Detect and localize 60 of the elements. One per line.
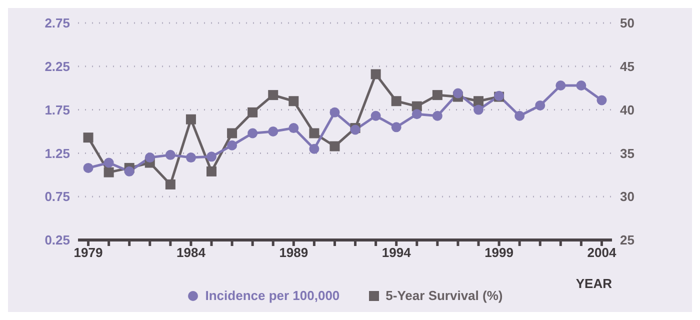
point bbox=[412, 109, 422, 120]
point bbox=[474, 96, 484, 106]
point bbox=[248, 107, 258, 118]
y2-tick-label: 40 bbox=[620, 102, 634, 118]
y2-tick-label: 30 bbox=[620, 189, 634, 204]
point bbox=[186, 152, 196, 163]
point bbox=[186, 114, 196, 124]
point bbox=[391, 122, 402, 132]
y-tick-label: 0.25 bbox=[44, 232, 70, 248]
y-tick-label: 1.75 bbox=[44, 102, 70, 118]
x-tick-label: 1984 bbox=[176, 245, 206, 260]
legend-label: Incidence per 100,000 bbox=[204, 288, 340, 303]
point bbox=[474, 104, 484, 115]
y2-tick-label: 50 bbox=[620, 16, 634, 31]
x-axis-title: YEAR bbox=[576, 276, 613, 291]
point bbox=[330, 107, 340, 118]
point bbox=[514, 110, 525, 121]
point bbox=[556, 80, 566, 90]
point bbox=[206, 152, 216, 162]
y-tick-label: 0.75 bbox=[44, 189, 70, 204]
point bbox=[165, 179, 176, 190]
point bbox=[432, 90, 442, 100]
point bbox=[288, 123, 299, 134]
point bbox=[104, 158, 114, 168]
legend-label: 5-Year Survival (%) bbox=[384, 288, 503, 303]
point bbox=[104, 167, 114, 178]
point bbox=[227, 128, 238, 138]
y-tick-label: 2.25 bbox=[44, 59, 70, 74]
point bbox=[165, 150, 176, 160]
point bbox=[596, 95, 607, 106]
point bbox=[370, 69, 381, 80]
x-tick-label: 1989 bbox=[279, 245, 308, 260]
y2-tick-label: 35 bbox=[620, 146, 634, 161]
point bbox=[288, 96, 299, 106]
point bbox=[535, 100, 546, 110]
point bbox=[83, 162, 94, 173]
point bbox=[144, 152, 155, 163]
point bbox=[268, 126, 278, 136]
x-tick-label: 1999 bbox=[484, 245, 514, 260]
point bbox=[227, 140, 238, 150]
y2-tick-label: 45 bbox=[620, 59, 634, 74]
point bbox=[83, 132, 94, 143]
y-tick-label: 1.25 bbox=[44, 146, 70, 161]
x-tick-label: 1979 bbox=[74, 245, 103, 260]
point bbox=[576, 80, 586, 90]
y-tick-label: 2.75 bbox=[44, 16, 70, 31]
point bbox=[330, 141, 340, 152]
point bbox=[248, 128, 258, 138]
point bbox=[432, 110, 442, 121]
x-tick-label: 1994 bbox=[382, 245, 412, 260]
point bbox=[391, 96, 402, 106]
point bbox=[124, 166, 134, 176]
point bbox=[452, 88, 463, 98]
y2-tick-label: 25 bbox=[620, 232, 634, 248]
point bbox=[370, 110, 381, 121]
point bbox=[268, 90, 278, 100]
point bbox=[309, 144, 320, 154]
point bbox=[206, 166, 216, 176]
x-tick-label: 2004 bbox=[587, 245, 617, 260]
point bbox=[309, 128, 320, 138]
